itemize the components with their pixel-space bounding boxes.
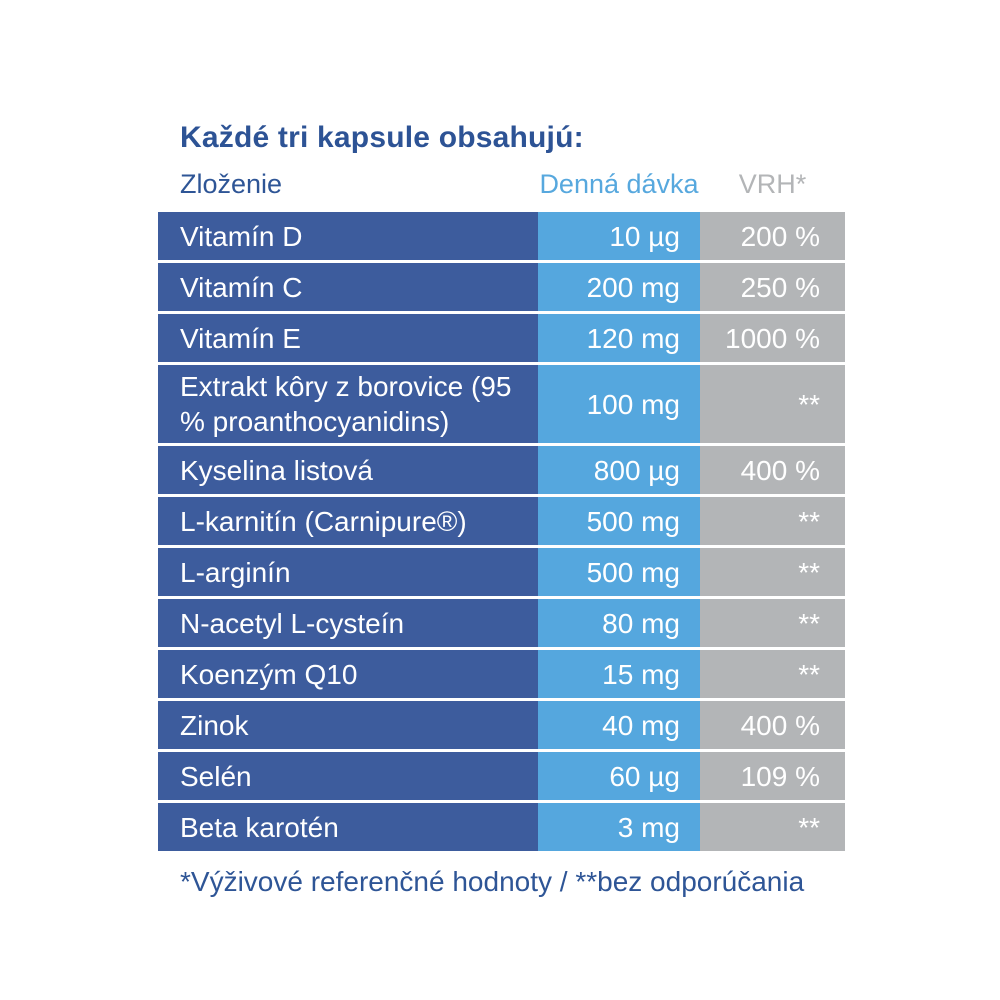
dose-cell: 800 µg [538,446,700,494]
ingredient-name-cell: Zinok [158,701,538,749]
table-row: Vitamín E 120 mg 1000 % [158,314,845,365]
vrh-cell: 400 % [700,701,845,749]
table-row: L-arginín 500 mg ** [158,548,845,599]
dose-cell: 200 mg [538,263,700,311]
column-header-vrh: VRH* [738,168,807,199]
dose-cell: 60 µg [538,752,700,800]
dose-cell: 15 mg [538,650,700,698]
ingredient-name-cell: Beta karotén [158,803,538,851]
table-row: Zinok 40 mg 400 % [158,701,845,752]
column-header-ingredient: Zloženie [180,168,283,199]
dose-cell: 500 mg [538,497,700,545]
vrh-cell: 400 % [700,446,845,494]
column-header-daily-dose: Denná dávka [539,168,699,199]
dose-cell: 40 mg [538,701,700,749]
table-header-row: Zloženie Denná dávka VRH* [158,168,845,200]
ingredient-name-cell: Koenzým Q10 [158,650,538,698]
table-row: Koenzým Q10 15 mg ** [158,650,845,701]
dose-cell: 10 µg [538,212,700,260]
table-row: Extrakt kôry z borovice (95 % proanthocy… [158,365,845,446]
ingredients-table: Vitamín D 10 µg 200 % Vitamín C 200 mg 2… [158,212,845,854]
ingredient-name-cell: Vitamín C [158,263,538,311]
dose-cell: 500 mg [538,548,700,596]
table-row: Selén 60 µg 109 % [158,752,845,803]
vrh-cell: ** [700,365,845,443]
vrh-cell: ** [700,599,845,647]
ingredient-name-cell: L-arginín [158,548,538,596]
vrh-cell: 1000 % [700,314,845,362]
table-row: Beta karotén 3 mg ** [158,803,845,854]
dose-cell: 80 mg [538,599,700,647]
ingredient-name-cell: Vitamín D [158,212,538,260]
vrh-cell: ** [700,548,845,596]
table-row: L-karnitín (Carnipure®) 500 mg ** [158,497,845,548]
panel-title: Každé tri kapsule obsahujú: [180,121,584,154]
table-row: Vitamín D 10 µg 200 % [158,212,845,263]
vrh-cell: ** [700,497,845,545]
ingredient-name-cell: Selén [158,752,538,800]
vrh-cell: 200 % [700,212,845,260]
dose-cell: 3 mg [538,803,700,851]
panel-content: Každé tri kapsule obsahujú: Zloženie Den… [158,116,845,898]
ingredient-name-cell: Kyselina listová [158,446,538,494]
ingredient-name-cell: Extrakt kôry z borovice (95 % proanthocy… [158,365,538,443]
table-row: Kyselina listová 800 µg 400 % [158,446,845,497]
table-row: Vitamín C 200 mg 250 % [158,263,845,314]
dose-cell: 120 mg [538,314,700,362]
dose-cell: 100 mg [538,365,700,443]
ingredient-name-cell: N-acetyl L-cysteín [158,599,538,647]
ingredient-name-cell: Vitamín E [158,314,538,362]
ingredient-name-cell: L-karnitín (Carnipure®) [158,497,538,545]
vrh-cell: 250 % [700,263,845,311]
vrh-cell: 109 % [700,752,845,800]
vrh-cell: ** [700,803,845,851]
table-row: N-acetyl L-cysteín 80 mg ** [158,599,845,650]
footnote: *Výživové referenčné hodnoty / **bez odp… [180,866,805,897]
vrh-cell: ** [700,650,845,698]
